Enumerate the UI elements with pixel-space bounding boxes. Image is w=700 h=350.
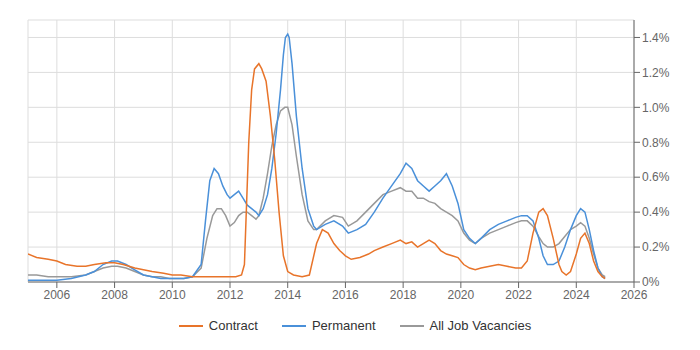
svg-text:2006: 2006 (44, 288, 71, 302)
html-text:Permanent: Permanent (311, 318, 376, 333)
svg-text:2018: 2018 (390, 288, 417, 302)
svg-text:2012: 2012 (217, 288, 244, 302)
svg-text:0.2%: 0.2% (642, 240, 670, 254)
svg-text:0.4%: 0.4% (642, 205, 670, 219)
svg-text:1.0%: 1.0% (642, 101, 670, 115)
svg-text:2020: 2020 (448, 288, 475, 302)
svg-text:2024: 2024 (563, 288, 590, 302)
html-text:All Job Vacancies: All Job Vacancies (429, 318, 532, 333)
html-text:Contract: Contract (208, 318, 258, 333)
svg-text:2014: 2014 (274, 288, 301, 302)
svg-text:0.8%: 0.8% (642, 136, 670, 150)
svg-text:1.4%: 1.4% (642, 31, 670, 45)
svg-text:2026: 2026 (621, 288, 648, 302)
svg-text:0.6%: 0.6% (642, 170, 670, 184)
svg-text:2022: 2022 (505, 288, 532, 302)
svg-text:2008: 2008 (101, 288, 128, 302)
svg-text:1.2%: 1.2% (642, 66, 670, 80)
svg-text:2016: 2016 (332, 288, 359, 302)
svg-text:2010: 2010 (159, 288, 186, 302)
svg-text:0%: 0% (642, 275, 660, 289)
